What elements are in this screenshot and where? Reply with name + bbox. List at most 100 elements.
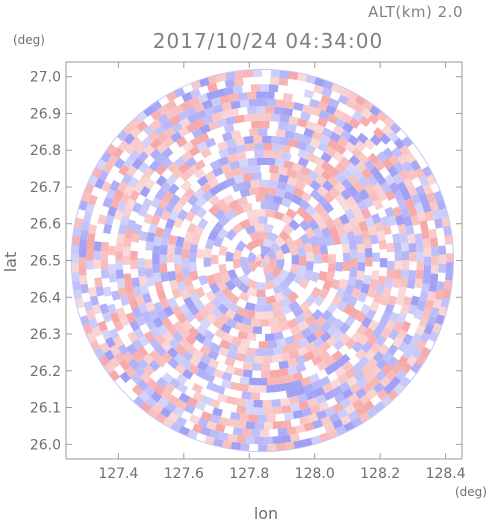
radar-echo-cell bbox=[167, 183, 180, 195]
radar-echo-cell bbox=[303, 269, 313, 281]
radar-echo-cell bbox=[397, 223, 407, 235]
radar-echo-cell bbox=[119, 315, 130, 327]
radar-echo-cell bbox=[192, 423, 204, 434]
radar-echo-cell bbox=[297, 337, 310, 348]
radar-echo-cell bbox=[100, 260, 109, 270]
radar-echo-cell bbox=[354, 212, 366, 224]
radar-echo-cell bbox=[382, 224, 392, 236]
radar-echo-cell bbox=[344, 284, 355, 296]
radar-echo-cell bbox=[256, 296, 267, 305]
radar-echo-cell bbox=[111, 290, 121, 301]
radar-echo-cell bbox=[326, 325, 339, 337]
radar-echo-cell bbox=[199, 123, 211, 135]
radar-echo-cell bbox=[350, 203, 362, 216]
radar-echo-cell bbox=[259, 319, 270, 327]
radar-echo-cell bbox=[143, 105, 155, 117]
radar-echo-cell bbox=[332, 125, 345, 136]
radar-echo-cell bbox=[280, 242, 291, 255]
radar-echo-cell bbox=[383, 116, 395, 129]
radar-echo-cell bbox=[262, 258, 270, 265]
radar-echo-cell bbox=[257, 414, 267, 423]
radar-echo-cell bbox=[280, 197, 293, 208]
radar-echo-cell bbox=[154, 226, 165, 238]
radar-echo-cell bbox=[189, 203, 201, 215]
radar-echo-cell bbox=[260, 120, 270, 129]
radar-echo-cell bbox=[344, 208, 356, 220]
radar-echo-cell bbox=[250, 429, 261, 437]
radar-echo-cell bbox=[328, 225, 339, 237]
radar-echo-cell bbox=[343, 303, 355, 316]
radar-echo-cell bbox=[291, 194, 303, 206]
radar-echo-cell bbox=[178, 392, 191, 404]
radar-echo-cell bbox=[268, 84, 279, 93]
radar-echo-cell bbox=[269, 202, 280, 212]
radar-echo-cell bbox=[109, 180, 121, 192]
radar-echo-cell bbox=[241, 202, 253, 213]
y-tick-label: 26.0 bbox=[30, 437, 61, 453]
radar-echo-cell bbox=[109, 344, 121, 356]
radar-echo-cell bbox=[152, 316, 164, 329]
radar-echo-cell bbox=[278, 322, 290, 332]
radar-echo-cell bbox=[344, 315, 356, 328]
radar-echo-cell bbox=[262, 135, 272, 144]
radar-echo-cell bbox=[360, 107, 373, 120]
radar-echo-cell bbox=[258, 128, 268, 136]
radar-echo-cell bbox=[321, 87, 333, 98]
radar-echo-cell bbox=[349, 249, 358, 259]
radar-echo-cell bbox=[356, 200, 368, 212]
radar-echo-cell bbox=[142, 292, 152, 304]
radar-echo-cell bbox=[321, 127, 334, 139]
radar-echo-cell bbox=[271, 399, 281, 408]
radar-echo-cell bbox=[149, 148, 162, 160]
radar-echo-cell bbox=[169, 377, 181, 389]
radar-echo-cell bbox=[125, 198, 136, 210]
radar-echo-cell bbox=[195, 109, 207, 120]
radar-echo-cell bbox=[334, 143, 347, 155]
radar-echo-cell bbox=[344, 141, 356, 153]
radar-echo-cell bbox=[150, 214, 161, 226]
radar-echo-cell bbox=[399, 376, 411, 388]
radar-echo-cell bbox=[245, 406, 255, 415]
radar-echo-cell bbox=[247, 251, 257, 263]
radar-echo-cell bbox=[392, 336, 404, 349]
radar-echo-cell bbox=[298, 415, 310, 426]
radar-echo-cell bbox=[279, 70, 290, 79]
radar-echo-cell bbox=[260, 429, 270, 437]
radar-echo-cell bbox=[298, 256, 307, 267]
radar-echo-cell bbox=[352, 225, 362, 237]
radar-echo-cell bbox=[184, 210, 196, 223]
radar-echo-cell bbox=[124, 281, 134, 293]
radar-echo-cell bbox=[313, 123, 325, 135]
radar-echo-cell bbox=[135, 294, 145, 306]
radar-echo-cell bbox=[315, 409, 327, 421]
radar-echo-cell bbox=[328, 253, 336, 264]
radar-echo-cell bbox=[72, 226, 82, 237]
radar-echo-cell bbox=[133, 395, 145, 408]
radar-echo-cell bbox=[167, 270, 177, 282]
radar-echo-cell bbox=[176, 280, 187, 292]
radar-echo-cell bbox=[382, 158, 394, 171]
radar-echo-cell bbox=[376, 110, 389, 123]
radar-echo-cell bbox=[343, 421, 355, 432]
radar-echo-cell bbox=[360, 341, 373, 354]
radar-echo-cell bbox=[122, 123, 135, 135]
radar-echo-cell bbox=[254, 150, 264, 158]
radar-echo-cell bbox=[318, 287, 330, 300]
radar-echo-cell bbox=[305, 152, 317, 163]
radar-echo-cell bbox=[355, 387, 367, 400]
radar-echo-cell bbox=[205, 312, 218, 325]
radar-echo-cell bbox=[424, 299, 434, 311]
radar-echo-cell bbox=[208, 120, 220, 131]
radar-echo-cell bbox=[218, 148, 230, 159]
radar-echo-cell bbox=[337, 94, 350, 105]
radar-echo-cell bbox=[318, 109, 330, 121]
radar-echo-cell bbox=[338, 322, 351, 335]
radar-echo-cell bbox=[371, 270, 380, 281]
radar-echo-cell bbox=[169, 279, 179, 291]
radar-echo-cell bbox=[297, 157, 310, 168]
radar-echo-cell bbox=[152, 272, 162, 283]
radar-echo-cell bbox=[305, 332, 318, 344]
radar-echo-cell bbox=[102, 161, 114, 174]
radar-echo-cell bbox=[154, 124, 167, 137]
radar-echo-cell bbox=[159, 263, 168, 273]
